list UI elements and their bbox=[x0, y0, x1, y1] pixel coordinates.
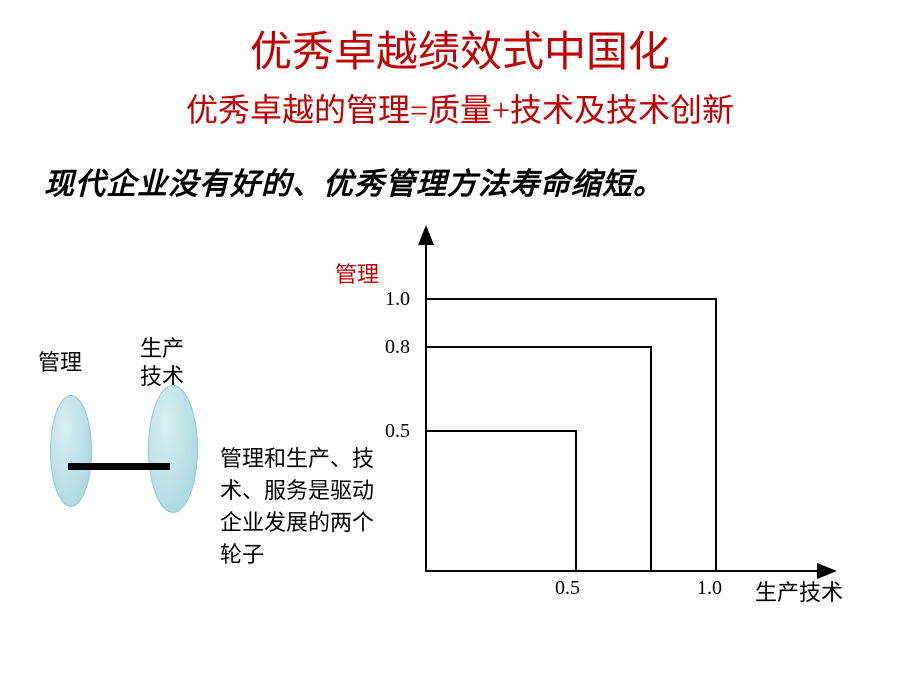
y-tick-0-5: 0.5 bbox=[385, 420, 410, 443]
x-axis bbox=[425, 570, 820, 572]
wheels-diagram: 管理 生产技术 管理和生产、技术、服务是驱动企业发展的两个轮子 bbox=[40, 325, 300, 585]
title-line1: 优秀卓越绩效式中国化 bbox=[0, 18, 920, 79]
y-tick-0-8: 0.8 bbox=[385, 336, 410, 359]
wheel-right bbox=[148, 385, 198, 513]
wheel-right-label: 生产技术 bbox=[140, 335, 188, 390]
x-axis-title: 生产技术 bbox=[755, 575, 843, 607]
x-tick-1-0: 1.0 bbox=[697, 577, 722, 600]
wheel-left bbox=[50, 395, 92, 507]
y-axis-title: 管理 bbox=[335, 257, 379, 289]
step-v-0-5 bbox=[575, 430, 577, 570]
x-tick-0-5: 0.5 bbox=[555, 577, 580, 600]
wheel-axle bbox=[68, 463, 170, 470]
y-axis-arrowhead bbox=[418, 225, 434, 245]
step-v-0-8 bbox=[650, 346, 652, 570]
wheel-right-label-text: 生产技术 bbox=[140, 336, 184, 389]
wheels-caption: 管理和生产、技术、服务是驱动企业发展的两个轮子 bbox=[220, 443, 395, 571]
y-axis bbox=[425, 240, 427, 570]
title-block: 优秀卓越绩效式中国化 优秀卓越的管理=质量+技术及技术创新 bbox=[0, 0, 920, 131]
step-h-1-0 bbox=[427, 298, 715, 300]
y-tick-1-0: 1.0 bbox=[385, 288, 410, 311]
wheel-left-label: 管理 bbox=[38, 345, 82, 377]
subheading: 现代企业没有好的、优秀管理方法寿命缩短。 bbox=[0, 131, 920, 203]
step-v-1-0 bbox=[715, 298, 717, 570]
step-chart: 管理 生产技术 0.5 0.8 1.0 0.5 1.0 bbox=[385, 225, 895, 645]
step-h-0-8 bbox=[427, 346, 650, 348]
step-h-0-5 bbox=[427, 430, 575, 432]
title-line2: 优秀卓越的管理=质量+技术及技术创新 bbox=[0, 85, 920, 131]
